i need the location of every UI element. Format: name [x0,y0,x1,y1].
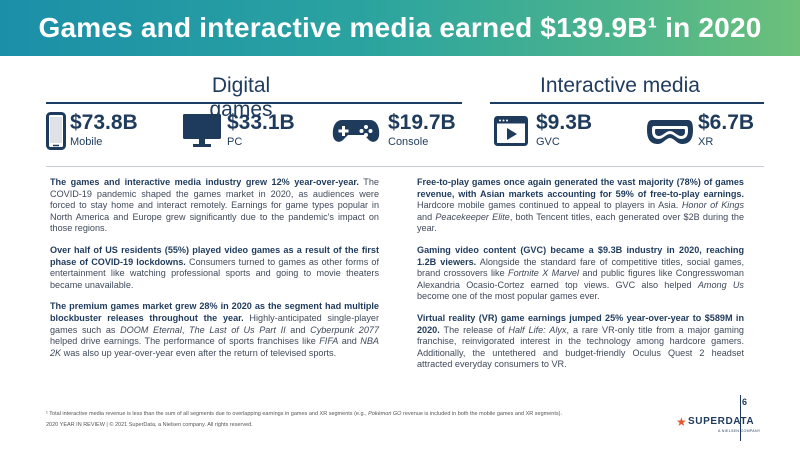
text-run: was also up year-over-year even after th… [61,347,337,358]
stat-pc: $33.1B PC [183,111,313,153]
paragraph-free-to-play: Free-to-play games once again generated … [417,177,744,235]
section-underline-interactive-media [490,102,764,104]
paragraph-body: Consumers turned to games as other forms… [50,256,379,290]
footnote-text: revenue is included in both the mobile g… [401,411,562,417]
gamepad-icon [332,118,380,149]
stat-value-mobile: $73.8B [70,111,138,134]
stat-label-console: Console [388,136,429,148]
logo-tagline: A NIELSEN COMPANY [718,429,761,433]
stat-console: $19.7B Console [332,111,462,152]
text-run: Hardcore mobile games continued to appea… [417,200,682,211]
game-title: Peacekeeper Elite [435,211,510,222]
text-run: and [338,336,361,347]
stat-value-pc: $33.1B [227,111,295,134]
stat-gvc: $9.3B GVC [494,111,604,152]
text-run: , [181,324,190,335]
section-title-interactive-media: Interactive media [540,74,700,97]
text-run: Alongside the standard fare of competiti… [417,256,745,279]
star-icon: ★ [676,415,687,429]
content-divider [46,166,764,167]
text-run: Highly-anticipated single-player games s… [50,312,379,335]
game-title: NBA 2K [50,336,379,358]
text-run: , both Tencent titles, each generated ov… [417,211,745,234]
game-title: The Last of Us Part II [189,324,286,335]
stat-label-xr: XR [698,136,714,148]
paragraph-gvc: Gaming video content (GVC) became a $9.3… [417,245,744,303]
text-run: and public figures like Congresswoman Al… [417,268,744,290]
text-run: The release of [439,324,509,335]
vr-headset-icon [646,118,694,151]
paragraph-lead: Virtual reality (VR) game earnings jumpe… [417,312,744,335]
stat-value-console: $19.7B [388,111,456,134]
text-run: , a rare VR-only title from a major gami… [417,324,744,370]
footnote: ¹ Total interactive media revenue is les… [46,411,562,417]
section-underline-digital-games [46,102,462,104]
game-title: FIFA [319,336,339,347]
copyright-footer: 2020 YEAR IN REVIEW | © 2021 SuperData, … [46,422,253,428]
paragraph-lead: Free-to-play games once again generated … [417,177,744,199]
game-title: Half Life: Alyx [508,324,567,335]
game-title: Among Us [697,279,744,290]
superdata-logo: SUPERDATA [688,416,755,427]
stat-label-mobile: Mobile [70,136,103,148]
paragraph-lead: Gaming video content (GVC) became a $9.3… [417,244,744,267]
text-run: become one of the most popular games eve… [417,291,600,302]
stat-value-gvc: $9.3B [536,111,593,134]
stat-xr: $6.7B XR [646,111,764,152]
game-title: DOOM Eternal [120,324,182,335]
text-run: and [285,324,311,335]
paragraph-premium-games: The premium games market grew 28% in 202… [50,301,379,359]
game-title: Honor of Kings [681,200,744,211]
paragraph-body: The COVID-19 pandemic shaped the games m… [50,177,379,234]
right-column: Free-to-play games once again generated … [417,177,744,381]
paragraph-growth: The games and interactive media industry… [50,177,379,235]
footnote-game-title: Pokémon GO [368,411,402,417]
text-run: and [417,211,436,222]
monitor-icon [183,114,221,153]
text-run: helped drive earnings. The performance o… [50,336,320,347]
page-number-rule [740,395,741,441]
stat-label-pc: PC [227,136,243,148]
page-number: 6 [742,397,748,407]
video-player-icon [494,116,528,151]
paragraph-lead: Over half of US residents (55%) played v… [50,244,379,267]
page-title: Games and interactive media earned $139.… [38,12,762,43]
game-title: Fortnite X Marvel [508,268,579,279]
left-column: The games and interactive media industry… [50,177,379,369]
stat-mobile: $73.8B Mobile [46,111,176,155]
smartphone-icon [46,112,66,155]
stat-label-gvc: GVC [536,136,560,148]
paragraph-lead: The games and interactive media industry… [50,177,359,187]
game-title: Cyberpunk 2077 [310,324,380,335]
paragraph-vr: Virtual reality (VR) game earnings jumpe… [417,313,744,371]
header-banner [0,0,800,56]
paragraph-lead: The premium games market grew 28% in 202… [50,301,379,323]
footnote-text: ¹ Total interactive media revenue is les… [46,411,369,417]
paragraph-us-residents: Over half of US residents (55%) played v… [50,245,379,291]
stat-value-xr: $6.7B [698,111,755,134]
